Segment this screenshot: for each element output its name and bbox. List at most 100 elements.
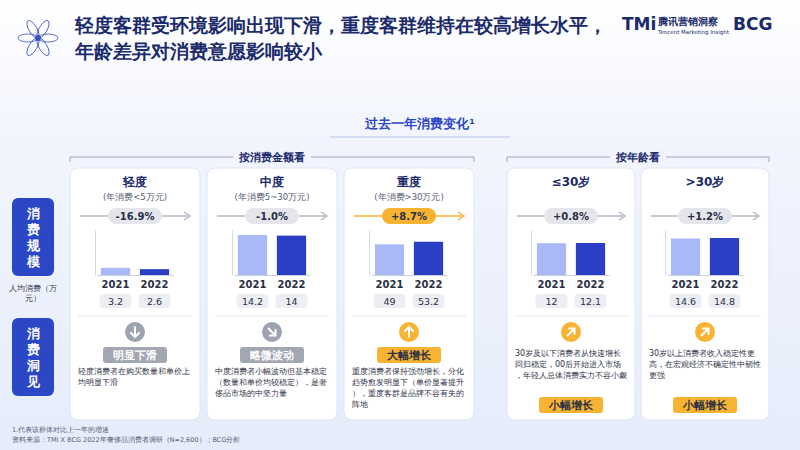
y-axis: [531, 231, 532, 276]
insight: 30岁及以下消费者从快速增长回归稳定，00后开始进入市场，年轻人总体消费实力不容…: [515, 349, 627, 380]
group-rule: [507, 157, 610, 158]
bar: [537, 243, 566, 275]
change-label: -1.0%: [256, 211, 288, 222]
data-label: 14.8: [714, 296, 735, 307]
text-line: 侈品市场的中坚力量: [215, 389, 287, 398]
group-rule: [666, 157, 769, 158]
bar: [671, 239, 700, 276]
group-rule-end: [70, 157, 71, 162]
text-line: 高，在宏观经济不确定性中韧性: [649, 360, 761, 369]
value-box: [708, 294, 740, 308]
trend-arrowhead: [753, 212, 759, 220]
panel: 中度(年消费5~30万元)-1.0%2021202214.214略微波动中度消费…: [207, 168, 337, 420]
trend-arrowhead: [184, 212, 190, 220]
card: [507, 168, 635, 420]
x-axis-line: [98, 275, 174, 276]
change-pill: [678, 208, 732, 224]
petal: [35, 19, 52, 40]
x-axis: 20212022: [372, 275, 448, 290]
row-label: 消费洞见: [26, 326, 41, 389]
data-label: 14: [285, 296, 297, 307]
trend-arrowhead: [619, 212, 625, 220]
x-tick: 2021: [376, 275, 404, 290]
x-tick-label: 2022: [141, 279, 169, 290]
arrow-shape: [405, 327, 413, 337]
trend-arrow: [131, 327, 139, 337]
trend-box: [377, 347, 441, 363]
change-label: +8.7%: [391, 211, 427, 222]
x-tick: 2022: [141, 275, 169, 290]
insight: 30岁以上消费者收入稳定性更高，在宏观经济不确定性中韧性更强: [649, 349, 761, 380]
trend-label: 略微波动: [250, 349, 294, 361]
y-axis: [95, 231, 96, 276]
text-line: ），重度客群是品牌不容有失的: [352, 389, 464, 398]
bars: [375, 242, 443, 275]
footnote: 资料来源：TMI X BCG 2022年奢侈品消费者调研（N=2,600）；BC…: [12, 436, 240, 444]
decoration: [18, 19, 58, 58]
trend-arrow: [565, 326, 578, 339]
panel-title: >30岁: [686, 175, 725, 189]
change-pill: [382, 208, 436, 224]
trend-arrow: [266, 326, 279, 339]
x-tick-label: 2022: [711, 279, 739, 290]
logo: TMi: [622, 14, 656, 34]
bar: [576, 243, 605, 275]
text-line: 元）: [25, 294, 41, 303]
trend-label: 明显下滑: [113, 349, 157, 361]
data-label: 12.1: [580, 296, 601, 307]
y-axis: [369, 231, 370, 276]
panel-title: 中度: [260, 175, 284, 189]
insight: 重度消费者保持强劲增长，分化趋势愈发明显下（单价显著提升），重度客群是品牌不容有…: [352, 367, 464, 409]
text-line: 洞: [26, 358, 40, 373]
petal-center: [35, 35, 41, 41]
text-line: 均明显下滑: [77, 378, 118, 387]
data-label: 14.2: [242, 296, 263, 307]
x-tick: 2021: [672, 275, 700, 290]
section-title: 过去一年消费变化¹: [364, 116, 475, 131]
divider: [352, 316, 466, 317]
text-line: 费: [26, 342, 40, 357]
data-label: 3.2: [108, 296, 123, 307]
value-box: [138, 294, 170, 308]
trend-icon: [695, 322, 715, 342]
y-axis-line: [232, 231, 233, 276]
text-line: 中度消费者小幅波动但基本稳定: [215, 367, 327, 376]
row-label: 消费规模: [26, 206, 41, 269]
change-label: +1.2%: [687, 211, 723, 222]
title-line: 轻度客群受环境影响出现下滑，重度客群维持在较高增长水平，: [74, 14, 607, 36]
bars: [101, 268, 169, 275]
x-axis: 20212022: [235, 275, 311, 290]
trend-arrowhead: [321, 212, 327, 220]
data-label: 14.6: [675, 296, 696, 307]
x-tick-label: 2021: [376, 279, 404, 290]
card: [70, 168, 200, 420]
row-label-box: [12, 318, 54, 396]
row-label-box: [12, 198, 54, 276]
data-label: 12: [545, 296, 557, 307]
text-line: ，年轻人总体消费实力不容小觑: [515, 371, 627, 380]
panel-title: 重度: [396, 175, 421, 189]
text-line: （数量和单价均较稳定），是奢: [215, 378, 327, 387]
value-box: [412, 294, 444, 308]
trend-label: 小幅增长: [548, 399, 594, 411]
value-box: [574, 294, 606, 308]
panel-title: 轻度: [122, 175, 147, 189]
x-axis-line: [668, 275, 744, 276]
change-pill: [544, 208, 598, 224]
section-rule: [330, 137, 510, 138]
petal: [25, 36, 42, 57]
x-axis: 20212022: [534, 275, 610, 290]
group-rule: [70, 157, 233, 158]
text-line: 30岁及以下消费者从快速增长: [515, 349, 621, 358]
bars: [671, 238, 739, 275]
change-pill: [245, 208, 299, 224]
trend-icon: [262, 322, 282, 342]
text-line: 费: [26, 222, 40, 237]
change-label: -16.9%: [116, 211, 155, 222]
x-axis-line: [372, 275, 448, 276]
x-tick: 2021: [538, 275, 566, 290]
value-box: [374, 294, 406, 308]
logo: 腾讯营销洞察: [657, 16, 718, 27]
group-head: 按年龄看: [615, 151, 660, 164]
group-head: 按消费金额看: [238, 151, 305, 164]
